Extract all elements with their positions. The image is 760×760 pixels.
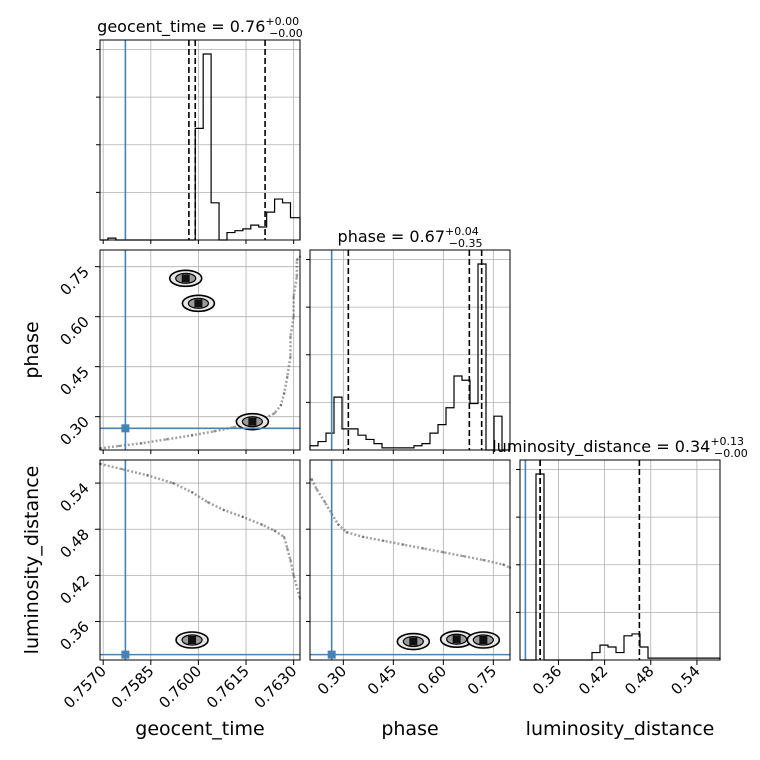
sample-point (171, 481, 175, 485)
scatter-panel-geocent_time-phase (99, 249, 301, 451)
sample-point (502, 563, 505, 566)
title-luminosity_distance: luminosity_distance = 0.34+0.13 −0.00 (492, 435, 748, 460)
sample-point (295, 258, 299, 262)
truth-marker (121, 650, 130, 659)
density-peak (188, 636, 197, 644)
histogram-panel-geocent_time (99, 39, 301, 241)
sample-point (295, 275, 299, 278)
density-peak (479, 636, 488, 644)
scatter-panel-geocent_time-luminosity_distance (99, 459, 301, 661)
histogram-panel-phase (309, 249, 511, 451)
sample-point (323, 501, 327, 504)
sample-point (279, 403, 283, 407)
sample-point (213, 430, 216, 433)
density-peak (452, 635, 461, 644)
sample-point (117, 444, 121, 448)
sample-point (146, 474, 149, 477)
sample-point (282, 392, 286, 395)
density-peak (248, 417, 257, 426)
sample-point (292, 574, 295, 577)
title-geocent_time: geocent_time = 0.76+0.00 −0.00 (97, 15, 303, 40)
sample-point (315, 488, 318, 491)
sample-point (289, 558, 292, 562)
sample-point (121, 468, 124, 471)
sample-point (140, 442, 143, 445)
x-axis-label-phase: phase (381, 718, 438, 740)
sample-point (337, 523, 340, 526)
sample-point (310, 478, 313, 481)
y-axis-label-phase: phase (21, 321, 43, 378)
sample-point (206, 501, 210, 504)
sample-point (222, 508, 226, 512)
density-peak (194, 299, 203, 308)
sample-point (289, 355, 292, 358)
sample-point (345, 531, 348, 534)
sample-point (402, 543, 405, 546)
sample-point (422, 547, 425, 550)
sample-point (286, 375, 289, 378)
sample-point (362, 535, 365, 539)
density-peak (409, 637, 418, 646)
title-phase: phase = 0.67+0.04 −0.35 (338, 225, 483, 250)
sample-point (190, 434, 194, 437)
density-peak (181, 274, 190, 283)
sample-point (190, 491, 194, 494)
y-axis-label-luminosity_distance: luminosity_distance (21, 466, 43, 655)
sample-point (286, 547, 289, 550)
scatter-panel-phase-luminosity_distance (309, 459, 511, 661)
truth-marker (327, 650, 336, 659)
sample-point (382, 539, 385, 542)
sample-point (282, 535, 286, 539)
histogram-panel-luminosity_distance (519, 459, 721, 661)
sample-point (241, 515, 245, 519)
sample-point (260, 523, 264, 526)
x-axis-label-luminosity_distance: luminosity_distance (526, 718, 715, 740)
sample-point (482, 558, 485, 562)
sample-point (273, 412, 276, 415)
sample-point (165, 438, 168, 441)
sample-point (292, 315, 295, 318)
histogram-phase (309, 263, 510, 451)
sample-point (289, 335, 292, 338)
truth-marker (121, 424, 130, 433)
sample-point (292, 295, 295, 298)
sample-point (462, 554, 465, 558)
sample-point (442, 551, 445, 554)
sample-point (273, 529, 276, 532)
x-axis-label-geocent_time: geocent_time (135, 718, 264, 740)
